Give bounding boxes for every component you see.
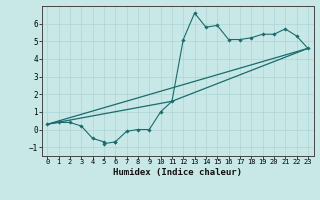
X-axis label: Humidex (Indice chaleur): Humidex (Indice chaleur) <box>113 168 242 177</box>
